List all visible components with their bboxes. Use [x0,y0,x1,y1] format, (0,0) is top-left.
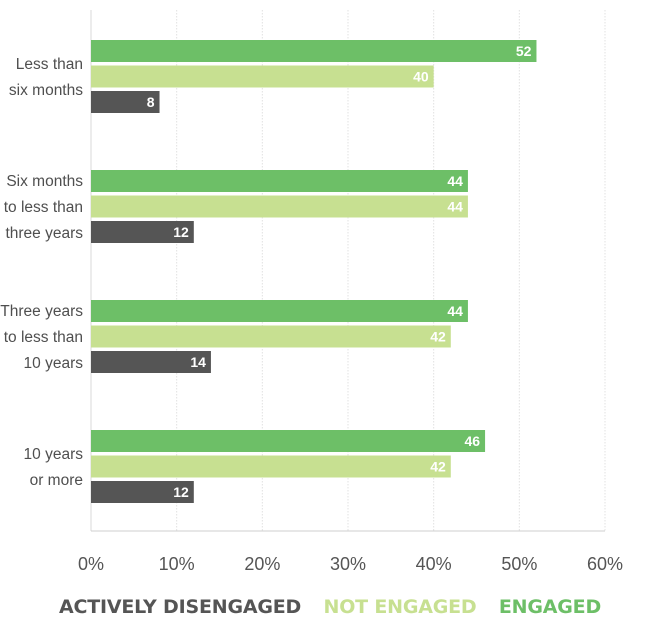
data-label: 44 [447,303,463,319]
bar-actively-disengaged [91,221,194,243]
data-label: 14 [190,354,206,370]
category-label: 10 years [24,446,84,463]
bar-actively-disengaged [91,351,211,373]
x-tick-label: 60% [587,554,623,574]
legend-item-not-engaged: NOT ENGAGED [323,596,477,618]
x-tick-label: 30% [330,554,366,574]
x-tick-label: 0% [78,554,104,574]
x-tick-label: 10% [159,554,195,574]
bar-not-engaged [91,325,451,348]
bar-not-engaged [91,455,451,478]
data-label: 42 [430,329,446,345]
category-label: to less than [4,329,83,346]
data-label: 40 [413,69,429,85]
category-label: six months [9,82,83,99]
category-label: Less than [16,56,83,73]
data-label: 46 [464,433,480,449]
bar-actively-disengaged [91,481,194,503]
bar-not-engaged [91,65,434,88]
legend-item-actively-disengaged: ACTIVELY DISENGAGED [58,596,302,618]
category-label: three years [5,225,83,242]
data-label: 42 [430,459,446,475]
data-label: 8 [147,94,155,110]
x-tick-label: 40% [416,554,452,574]
bar-engaged [91,40,537,62]
category-label: Three years [0,303,83,320]
data-label: 12 [173,484,189,500]
bar-not-engaged [91,195,468,218]
data-label: 12 [173,224,189,240]
category-label: Six months [6,173,83,190]
x-tick-label: 50% [501,554,537,574]
category-label: or more [30,472,83,489]
bar-chart: 0% 10% 20% 30% 40% 50% 60% 52 40 8 Less than six mo… [0,10,623,574]
legend: ACTIVELY DISENGAGED NOT ENGAGED ENGAGED [0,596,660,618]
x-tick-label: 20% [244,554,280,574]
data-label: 44 [447,199,463,215]
category-label: 10 years [24,355,84,372]
data-label: 44 [447,173,463,189]
bar-engaged [91,430,486,452]
bar-engaged [91,300,468,322]
legend-item-engaged: ENGAGED [498,596,602,618]
category-label: to less than [4,199,83,216]
data-label: 52 [516,43,532,59]
bar-actively-disengaged [91,91,160,113]
bar-engaged [91,170,468,192]
